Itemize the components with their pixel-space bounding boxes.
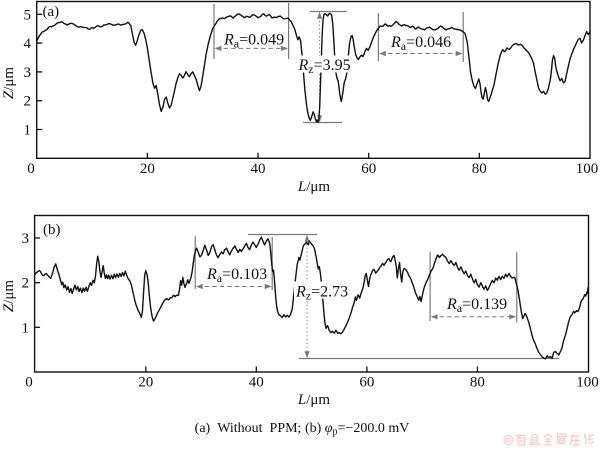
svg-text:(a): (a) bbox=[43, 4, 60, 20]
svg-text:100: 100 bbox=[576, 375, 599, 391]
svg-text:Z/μm: Z/μm bbox=[1, 280, 17, 313]
svg-text:Ra=0.139: Ra=0.139 bbox=[446, 296, 507, 315]
svg-text:0: 0 bbox=[27, 161, 35, 177]
svg-text:80: 80 bbox=[470, 375, 485, 391]
svg-text:Ra=0.103: Ra=0.103 bbox=[206, 266, 267, 285]
svg-text:3: 3 bbox=[22, 231, 30, 247]
svg-text:2: 2 bbox=[22, 276, 30, 292]
svg-text:5: 5 bbox=[24, 7, 32, 23]
svg-text:20: 20 bbox=[138, 375, 153, 391]
svg-text:3: 3 bbox=[24, 65, 32, 81]
svg-text:1: 1 bbox=[22, 320, 30, 336]
svg-text:Z/μm: Z/μm bbox=[1, 67, 17, 100]
svg-text:(a) Without PPM; (b) φp=−200.0: (a) Without PPM; (b) φp=−200.0 mV bbox=[195, 421, 410, 438]
svg-text:Rz=2.73: Rz=2.73 bbox=[295, 284, 348, 303]
svg-text:0: 0 bbox=[25, 375, 33, 391]
svg-text:60: 60 bbox=[361, 161, 376, 177]
svg-text:40: 40 bbox=[249, 375, 264, 391]
svg-text:100: 100 bbox=[576, 161, 599, 177]
svg-text:80: 80 bbox=[472, 161, 487, 177]
svg-text:2: 2 bbox=[24, 94, 32, 110]
svg-text:Rz=3.95: Rz=3.95 bbox=[298, 57, 351, 76]
svg-text:L/μm: L/μm bbox=[297, 179, 331, 195]
svg-text:40: 40 bbox=[251, 161, 266, 177]
svg-text:(b): (b) bbox=[43, 222, 61, 238]
svg-text:1: 1 bbox=[24, 123, 32, 139]
svg-text:Ra=0.046: Ra=0.046 bbox=[390, 34, 451, 53]
svg-text:4: 4 bbox=[24, 36, 32, 52]
svg-text:L/μm: L/μm bbox=[297, 392, 331, 408]
svg-text:20: 20 bbox=[140, 161, 155, 177]
svg-text:60: 60 bbox=[359, 375, 374, 391]
svg-text:Ra=0.049: Ra=0.049 bbox=[223, 32, 284, 51]
